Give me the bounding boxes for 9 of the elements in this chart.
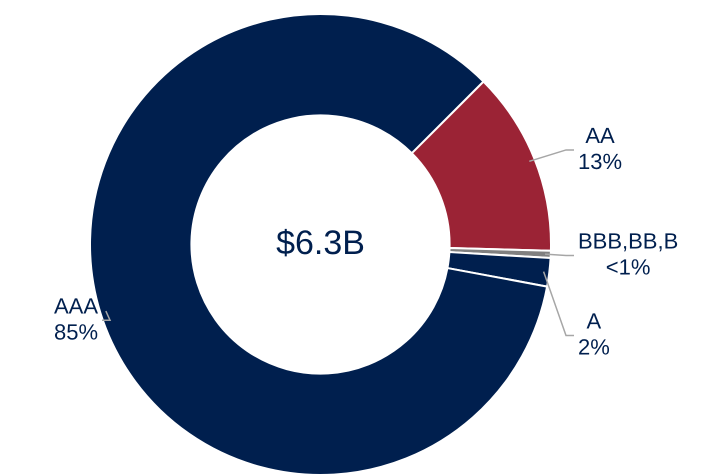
slice-label: AAA [54,293,98,318]
data-label: 13% [578,149,622,174]
text: $6.3B [276,224,365,262]
slice-label: A [586,308,602,334]
data-label: <1% [606,254,650,280]
data-label: 2% [578,334,610,360]
data-label: 85% [54,319,98,344]
slice-label: BBB,BB,B [578,228,678,254]
slice-label: AA [585,123,616,148]
